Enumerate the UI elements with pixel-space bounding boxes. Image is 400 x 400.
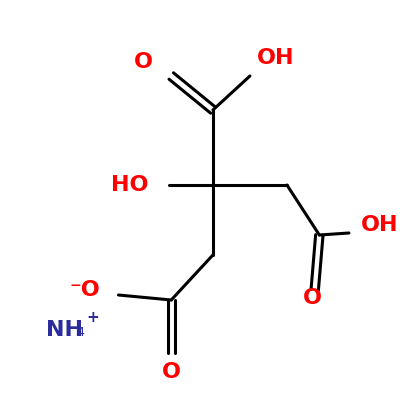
Text: O: O (162, 362, 181, 382)
Text: +: + (86, 310, 99, 326)
Text: HO: HO (110, 175, 148, 195)
Text: NH: NH (46, 320, 83, 340)
Text: OH: OH (257, 48, 295, 68)
Text: $_4$: $_4$ (76, 321, 85, 339)
Text: O: O (303, 288, 322, 308)
Text: ⁻O: ⁻O (69, 280, 100, 300)
Text: O: O (134, 52, 153, 72)
Text: OH: OH (361, 215, 398, 235)
